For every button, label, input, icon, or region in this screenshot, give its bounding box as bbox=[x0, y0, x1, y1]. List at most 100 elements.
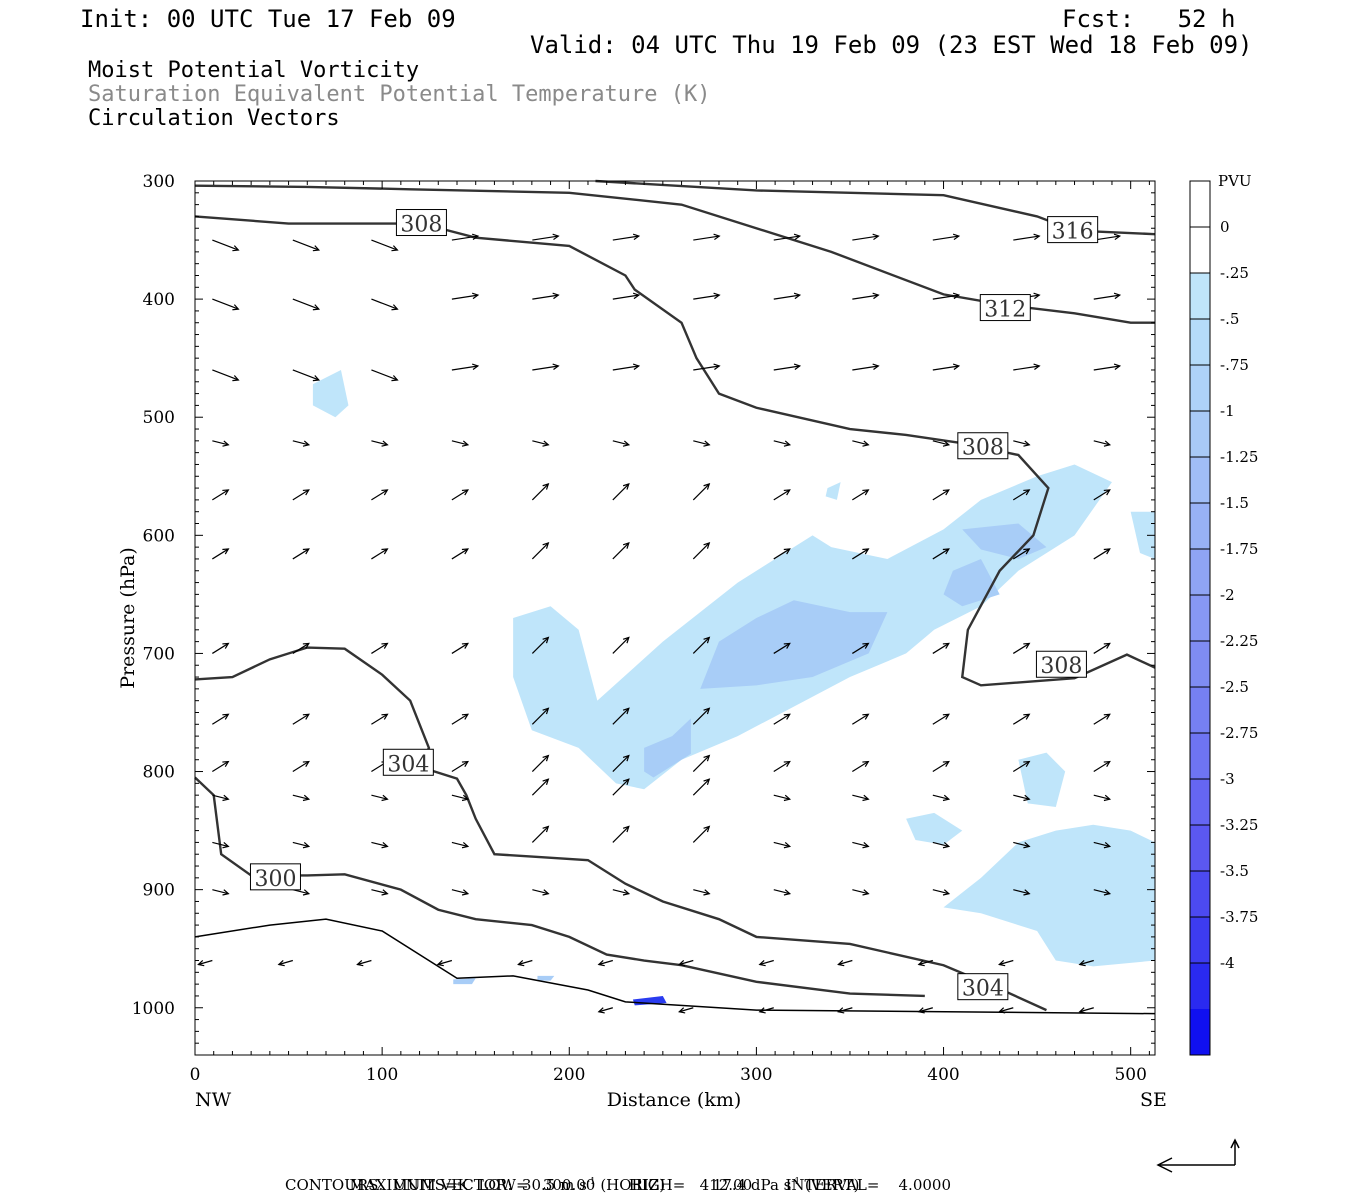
vector-arrow bbox=[598, 959, 613, 966]
contour-label-box bbox=[1035, 650, 1087, 678]
vector-arrowhead bbox=[381, 548, 389, 555]
colorbar-label: -1.25 bbox=[1220, 448, 1258, 466]
vector-arrow bbox=[759, 1007, 774, 1013]
vector-arrow bbox=[693, 235, 720, 241]
vector-arrowhead bbox=[197, 959, 205, 967]
vector-arrow bbox=[1093, 294, 1120, 300]
vector-arrow bbox=[679, 1007, 694, 1013]
vector-arrow bbox=[292, 548, 310, 560]
colorbar-label: -3.25 bbox=[1220, 816, 1258, 834]
vector-arrowhead bbox=[942, 760, 950, 767]
vector-arrowhead bbox=[862, 440, 870, 447]
x-tick-label: 200 bbox=[553, 1065, 585, 1085]
contour-label-box bbox=[395, 209, 447, 237]
vector-arrowhead bbox=[713, 233, 721, 241]
colorbar-label: -.75 bbox=[1220, 356, 1249, 374]
colorbar-bin bbox=[1190, 227, 1210, 274]
colorbar-label: -2 bbox=[1220, 586, 1235, 604]
reference-vector-icon bbox=[1156, 1138, 1240, 1173]
vector-arrowhead bbox=[1078, 1007, 1086, 1014]
vector-arrow bbox=[612, 542, 630, 560]
vector-arrow bbox=[371, 440, 388, 446]
colorbar-bin bbox=[1190, 825, 1210, 872]
colorbar-label: -2.75 bbox=[1220, 724, 1258, 742]
colorbar-label: -1.5 bbox=[1220, 494, 1249, 512]
init-time: Init: 00 UTC Tue 17 Feb 09 bbox=[80, 5, 456, 33]
pv-area-7 bbox=[1130, 511, 1155, 559]
vector-arrow bbox=[773, 889, 790, 895]
vector-arrow bbox=[773, 841, 790, 847]
vector-arrowhead bbox=[472, 292, 480, 300]
vector-arrowhead bbox=[917, 959, 925, 967]
vector-arrow bbox=[1093, 794, 1110, 800]
vector-arrow bbox=[1093, 440, 1110, 446]
vector-arrowhead bbox=[461, 548, 470, 555]
vector-arrowhead bbox=[872, 233, 880, 241]
vector-arrow bbox=[1093, 548, 1111, 560]
vector-arrowhead bbox=[783, 889, 792, 896]
vector-arrow bbox=[531, 707, 549, 725]
contour-label: 316 bbox=[1052, 220, 1094, 245]
vector-arrowhead bbox=[222, 642, 230, 649]
colorbar-bin bbox=[1190, 503, 1210, 550]
vector-arrowhead bbox=[942, 642, 950, 649]
vector-arrow bbox=[531, 483, 549, 501]
vector-arrow bbox=[692, 483, 710, 501]
vector-arrowhead bbox=[703, 482, 711, 490]
vector-arrowhead bbox=[302, 548, 310, 555]
vector-arrow bbox=[451, 294, 478, 300]
contour-label: 308 bbox=[1040, 654, 1082, 679]
vector-arrowhead bbox=[1103, 548, 1111, 555]
vector-arrowhead bbox=[952, 233, 961, 241]
colorbar-label: -2.25 bbox=[1220, 632, 1258, 650]
vector-arrow bbox=[773, 294, 800, 300]
colorbar-bin bbox=[1190, 457, 1210, 504]
vector-arrow bbox=[1093, 761, 1111, 773]
vector-arrowhead bbox=[783, 489, 791, 496]
vector-arrow bbox=[759, 959, 774, 966]
vector-arrowhead bbox=[302, 889, 311, 896]
vector-arrow bbox=[1079, 1007, 1094, 1013]
vector-arrow bbox=[852, 713, 869, 725]
vector-arrowhead bbox=[232, 245, 240, 252]
vector-arrowhead bbox=[1103, 842, 1112, 849]
vector-arrow bbox=[612, 707, 630, 725]
vector-arrowhead bbox=[622, 825, 630, 833]
vector-arrow bbox=[838, 959, 853, 966]
vector-arrowhead bbox=[783, 842, 792, 849]
vector-arrowhead bbox=[1023, 794, 1031, 802]
vector-arrow bbox=[292, 841, 309, 847]
colorbar-label: -.25 bbox=[1220, 264, 1249, 282]
vector-arrowhead bbox=[391, 304, 399, 311]
x-tick-label: 100 bbox=[366, 1065, 398, 1085]
vector-arrowhead bbox=[1023, 713, 1031, 720]
vector-arrow bbox=[1093, 365, 1120, 371]
vector-arrowhead bbox=[542, 889, 550, 896]
vector-arrow bbox=[371, 369, 398, 381]
vector-arrowhead bbox=[1023, 548, 1031, 555]
contour-308 bbox=[194, 215, 1156, 687]
vector-arrow bbox=[212, 239, 239, 251]
vector-arrowhead bbox=[302, 440, 311, 447]
vector-arrow bbox=[773, 489, 791, 501]
vector-arrowhead bbox=[302, 760, 310, 767]
vector-arrowhead bbox=[952, 363, 961, 370]
vector-arrow bbox=[531, 637, 549, 654]
vector-arrow bbox=[999, 959, 1014, 966]
vector-arrowhead bbox=[942, 548, 950, 555]
vector-arrowhead bbox=[1113, 363, 1122, 370]
vector-arrow bbox=[1013, 841, 1030, 847]
vector-arrowhead bbox=[1103, 760, 1111, 767]
valid-time: Valid: 04 UTC Thu 19 Feb 09 (23 EST Wed … bbox=[530, 31, 1253, 59]
y-tick-label: 500 bbox=[143, 408, 175, 428]
vector-arrowhead bbox=[552, 233, 560, 241]
vector-arrow bbox=[371, 298, 398, 310]
vector-arrow bbox=[212, 841, 229, 847]
contour-label-box bbox=[249, 863, 301, 891]
colorbar-bin bbox=[1190, 319, 1210, 366]
y-tick-label: 800 bbox=[143, 763, 175, 783]
pv-area-4 bbox=[962, 523, 1047, 559]
x-tick-label: 300 bbox=[740, 1065, 772, 1085]
vector-arrow bbox=[693, 440, 710, 446]
pv-area-12 bbox=[453, 978, 476, 985]
